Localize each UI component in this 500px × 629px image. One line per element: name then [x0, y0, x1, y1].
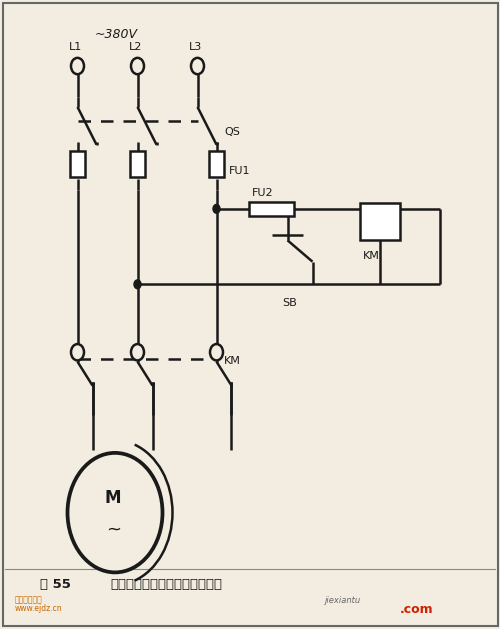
Text: FU1: FU1: [229, 166, 250, 176]
Bar: [130, 151, 145, 177]
Text: jiexiantu: jiexiantu: [325, 596, 361, 604]
Text: .com: .com: [400, 603, 434, 616]
Text: SB: SB: [282, 298, 297, 308]
Circle shape: [131, 58, 144, 74]
Circle shape: [213, 204, 220, 213]
Text: 图 55: 图 55: [40, 578, 71, 591]
Bar: [360, 203, 400, 240]
Circle shape: [131, 344, 144, 360]
Bar: [70, 151, 85, 177]
Text: L3: L3: [188, 42, 202, 52]
Text: www.ejdz.cn: www.ejdz.cn: [15, 604, 62, 613]
Circle shape: [134, 280, 141, 289]
Text: KM: KM: [224, 355, 241, 365]
Bar: [209, 151, 224, 177]
Circle shape: [71, 344, 84, 360]
Circle shape: [191, 58, 204, 74]
Text: QS: QS: [224, 127, 240, 137]
Circle shape: [68, 453, 162, 572]
Circle shape: [210, 344, 223, 360]
Text: KM: KM: [362, 251, 380, 261]
Bar: [249, 202, 294, 216]
Circle shape: [71, 58, 84, 74]
Text: M: M: [104, 489, 120, 507]
Text: L2: L2: [128, 42, 142, 52]
Text: L1: L1: [68, 42, 82, 52]
Text: 易家易家电子: 易家易家电子: [15, 596, 43, 604]
Text: ~: ~: [106, 521, 121, 538]
Text: 用按钮点动控制电动机启停线路: 用按钮点动控制电动机启停线路: [110, 578, 222, 591]
Text: FU2: FU2: [252, 187, 273, 198]
Text: ~380V: ~380V: [95, 28, 138, 41]
